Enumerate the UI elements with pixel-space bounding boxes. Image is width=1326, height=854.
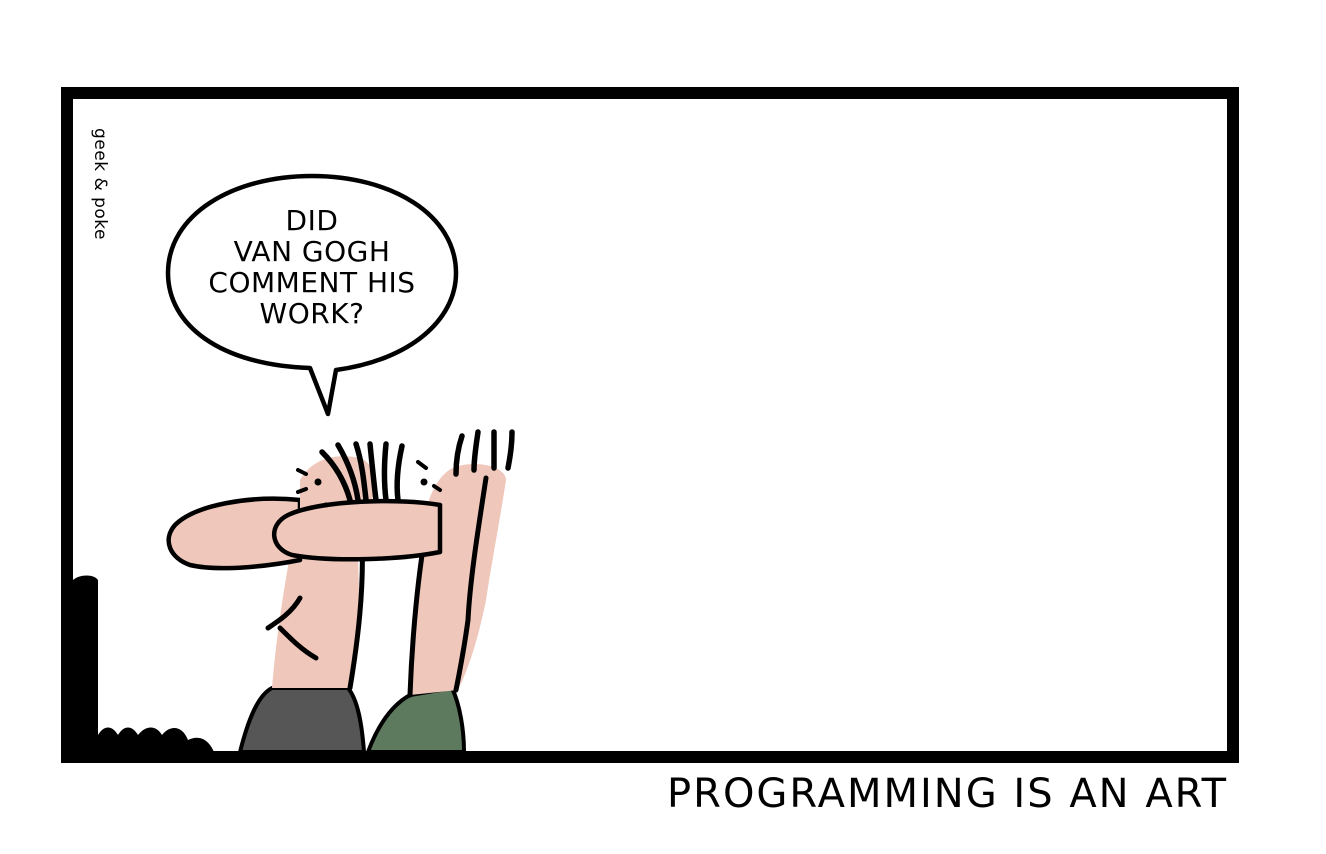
speech-bubble-text: DID VAN GOGH COMMENT HIS WORK? (180, 205, 444, 329)
comic-caption: PROGRAMMING IS AN ART (667, 771, 1228, 817)
speech-bubble (165, 173, 459, 417)
right-figure-shirt (366, 685, 466, 751)
right-figure-neck (410, 463, 506, 695)
left-figure-shirt (238, 686, 366, 751)
speech-line: DID (285, 204, 339, 237)
artist-signature: geek & poke (90, 128, 110, 241)
left-figure-hair (319, 441, 405, 503)
left-figure-nose (166, 496, 303, 571)
left-figure-neck (272, 540, 359, 688)
right-figure-nose (271, 498, 443, 562)
left-figure-mouth (265, 595, 319, 661)
eyes (296, 460, 442, 508)
speech-line: COMMENT HIS (208, 266, 416, 299)
left-edge-silhouette (73, 575, 214, 751)
speech-line: VAN GOGH (233, 235, 391, 268)
right-figure-hair (453, 429, 515, 477)
speech-line: WORK? (259, 297, 365, 330)
